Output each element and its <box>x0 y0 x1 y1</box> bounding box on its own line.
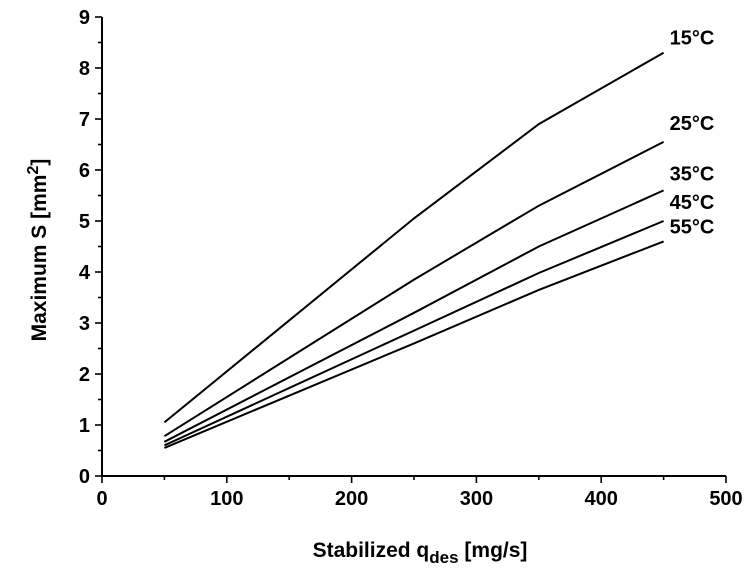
y-tick-label: 5 <box>79 211 90 233</box>
series-label-25C: 25°C <box>670 113 715 135</box>
y-tick-label: 1 <box>79 415 90 437</box>
x-tick-label: 300 <box>460 488 493 510</box>
y-tick-label: 2 <box>79 364 90 386</box>
y-tick-label: 9 <box>79 7 90 29</box>
axes <box>101 17 726 477</box>
x-tick-label: 0 <box>96 488 107 510</box>
y-tick-label: 6 <box>79 160 90 182</box>
x-tick-label: 100 <box>210 488 243 510</box>
series-label-55C: 55°C <box>670 216 715 238</box>
x-axis-title-subscript: des <box>429 548 458 567</box>
series-label-15C: 15°C <box>670 28 715 50</box>
y-tick-label: 8 <box>79 58 90 80</box>
series-label-35C: 35°C <box>670 163 715 185</box>
series-line-45C <box>163 220 664 447</box>
y-axis-title: Maximum S [mm2] <box>25 159 51 342</box>
ticks: 0 100 200 300 400 500 0 1 2 3 4 5 6 7 8 9 <box>79 7 743 510</box>
series-labels: 15°C 25°C 35°C 45°C55°C <box>670 28 715 239</box>
y-tick-label: 7 <box>79 109 90 131</box>
y-tick-label: 4 <box>79 262 91 284</box>
x-tick-label: 400 <box>585 488 618 510</box>
series-label-45C: 45°C <box>670 192 715 214</box>
y-tick-label: 0 <box>79 466 90 488</box>
series-line-25C <box>163 141 665 438</box>
y-tick-label: 3 <box>79 313 90 335</box>
series-group <box>163 51 665 449</box>
x-tick-label: 500 <box>709 488 742 510</box>
series-line-35C <box>163 189 665 443</box>
series-line-15C <box>163 51 665 424</box>
x-axis-title: Stabilized qdes [mg/s] <box>313 539 528 567</box>
series-line-55C <box>164 240 664 449</box>
x-tick-label: 200 <box>335 488 368 510</box>
y-axis-title-superscript: 2 <box>25 166 42 175</box>
